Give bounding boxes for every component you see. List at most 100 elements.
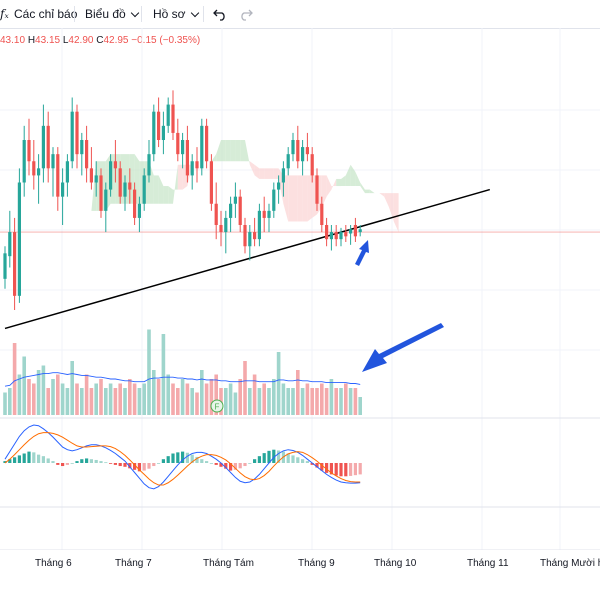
profile-menu-button[interactable]: Hồ sơ — [153, 5, 199, 23]
macd-histogram-bar — [171, 453, 175, 463]
macd-histogram-bar — [109, 463, 113, 464]
macd-histogram-bar — [185, 452, 189, 463]
cloud-segment — [177, 164, 183, 190]
cloud-segment — [43, 242, 49, 254]
candle-body — [301, 147, 305, 162]
ohlc-low-prefix: L — [62, 35, 69, 46]
cloud-segment — [173, 164, 178, 204]
volume-bar — [152, 370, 156, 415]
annotation-arrow-up[interactable] — [355, 240, 369, 266]
macd-histogram-bar — [190, 454, 194, 463]
macd-histogram-bar — [142, 463, 146, 471]
volume-bar — [291, 388, 295, 415]
redo-icon — [241, 9, 253, 21]
volume-bar — [142, 383, 146, 415]
volume-bar — [22, 356, 26, 415]
undo-button[interactable] — [212, 5, 228, 23]
candle-body — [195, 161, 199, 169]
macd-histogram-bar — [243, 463, 247, 467]
volume-bar — [180, 379, 185, 415]
macd-histogram-bar — [320, 463, 324, 471]
macd-histogram-bar — [181, 451, 185, 463]
chart-menu-button[interactable]: Biểu đồ — [85, 5, 139, 23]
volume-marker[interactable]: F — [210, 399, 224, 413]
candle-body — [56, 154, 60, 197]
candle-body — [286, 154, 290, 169]
macd-histogram-bar — [329, 463, 333, 475]
macd-histogram-bar — [301, 459, 305, 463]
cloud-segment — [225, 140, 231, 162]
macd-histogram-bar — [133, 463, 137, 470]
volume-bar — [228, 383, 233, 415]
macd-histogram-bar — [257, 456, 261, 463]
indicators-button[interactable]: Các chỉ báo — [14, 5, 77, 23]
candle-body — [75, 111, 79, 155]
volume-bar — [108, 383, 113, 415]
candle-body — [22, 140, 26, 183]
candle-body — [46, 125, 50, 169]
volume-bar — [329, 379, 334, 415]
candle-body — [248, 232, 252, 247]
volume-bar — [75, 383, 79, 415]
macd-histogram-bar — [147, 463, 151, 469]
volume-bar — [214, 374, 218, 415]
candle-body — [61, 182, 65, 197]
candle-body — [219, 225, 223, 233]
annotation-arrow-left[interactable] — [362, 323, 444, 372]
macd-histogram-bar — [272, 449, 276, 463]
volume-bar — [248, 388, 252, 415]
cloud-segment — [230, 140, 236, 162]
candle-body — [190, 161, 194, 176]
candlestick-series — [3, 90, 362, 310]
volume-bar — [60, 383, 65, 415]
cloud-segment — [393, 193, 399, 233]
x-axis-label: Tháng 11 — [467, 558, 509, 569]
macd-histogram-bar — [65, 463, 69, 465]
macd-histogram-bar — [118, 463, 122, 467]
macd-histogram-bar — [161, 459, 165, 463]
volume-bar — [80, 388, 84, 415]
cloud-segment — [168, 186, 173, 204]
candle-body — [291, 140, 295, 155]
chart-menu-label: Biểu đồ — [85, 7, 126, 21]
ohlc-high-prefix: H — [27, 35, 36, 46]
chevron-down-icon — [130, 8, 139, 17]
cloud-segment — [389, 193, 394, 222]
macd-histogram-bar — [349, 463, 353, 476]
volume-bar — [281, 383, 286, 415]
cloud-segment — [365, 189, 370, 194]
redo-button[interactable] — [238, 5, 254, 23]
volume-bar — [320, 383, 324, 415]
volume-bar — [46, 388, 50, 415]
candle-body — [325, 225, 329, 240]
volume-ma-line — [4, 372, 361, 387]
candle-body — [277, 182, 281, 190]
trendline[interactable] — [4, 188, 491, 330]
candle-body — [70, 111, 74, 162]
macd-histogram-bar — [166, 456, 170, 463]
macd-histogram-bar — [344, 463, 348, 477]
candle-body — [80, 140, 84, 155]
macd-histogram-bar — [37, 454, 41, 463]
macd-histogram-bar — [291, 455, 295, 463]
macd-histogram-bar — [27, 451, 31, 463]
candle-body — [176, 132, 180, 155]
cloud-segment — [345, 164, 351, 187]
volume-bar — [104, 388, 108, 415]
cloud-segment — [336, 178, 341, 187]
cloud-segment — [302, 175, 308, 222]
fx-icon[interactable]: fₓ — [0, 7, 9, 21]
cloud-segment — [321, 175, 327, 208]
cloud-segment — [259, 168, 265, 179]
candle-body — [233, 196, 237, 204]
macd-histogram-bar — [238, 463, 242, 469]
chart-canvas[interactable]: F — [0, 28, 600, 550]
candle-body — [257, 210, 261, 240]
volume-bar — [272, 379, 276, 415]
macd-histogram-bar — [157, 463, 161, 464]
macd-histogram-bar — [253, 459, 257, 463]
undo-icon — [213, 9, 225, 21]
cloud-segment — [221, 140, 226, 162]
volume-bar — [89, 388, 94, 415]
macd-histogram-bar — [200, 459, 204, 463]
